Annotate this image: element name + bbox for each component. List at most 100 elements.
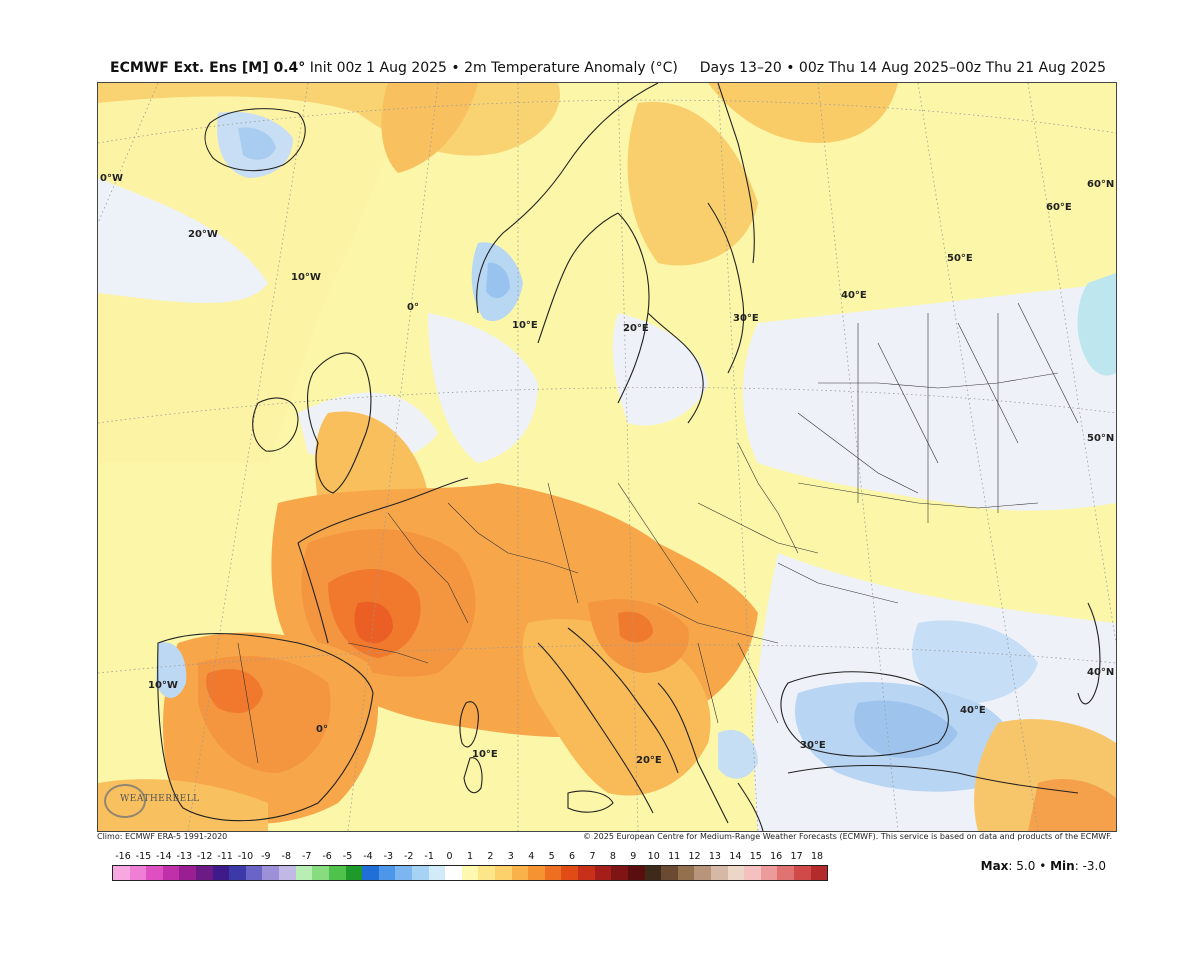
colorbar-swatch [511,866,529,880]
colorbar-swatch [810,866,828,880]
colorbar-swatch [129,866,147,880]
lon-label: 50°E [947,253,973,264]
colorbar-tick-label: 0 [446,851,453,862]
colorbar-swatch [428,866,446,880]
colorbar-tick-label: -15 [135,851,152,862]
title-left: ECMWF Ext. Ens [M] 0.4° Init 00z 1 Aug 2… [110,60,678,76]
lat-label: 60°N [1087,179,1115,190]
copyright-credit: © 2025 European Centre for Medium-Range … [583,832,1112,841]
max-value: : 5.0 [1008,859,1036,873]
colorbar-swatch [793,866,811,880]
colorbar-swatch [362,866,379,880]
colorbar-tick-label: -8 [281,851,292,862]
colorbar-swatch [710,866,728,880]
title-separator: • [451,60,460,76]
lon-label: 40°E [960,705,986,716]
field-name: 2m Temperature Anomaly (°C) [464,60,678,76]
colorbar-tick-label: -3 [383,851,394,862]
colorbar-swatch [262,866,280,880]
colorbar-swatch [627,866,645,880]
colorbar-swatch [445,866,462,880]
colorbar-tick-label: 3 [507,851,514,862]
colorbar-swatch [744,866,761,880]
colorbar-tick-label: 10 [647,851,660,862]
colorbar-swatch [113,866,130,880]
colorbar-swatch [196,866,213,880]
colorbar-swatch [578,866,595,880]
colorbar-swatch [245,866,263,880]
colorbar-swatch [345,866,363,880]
max-min-stats: Max: 5.0 • Min: -3.0 [981,859,1106,873]
colorbar-tick-label: -7 [301,851,312,862]
colorbar-swatch [179,866,197,880]
max-label: Max [980,859,1009,873]
colorbar-tick-label: -10 [237,851,254,862]
colorbar-swatch [561,866,579,880]
colorbar-swatch [495,866,512,880]
lon-label: 30°E [800,740,826,751]
colorbar-swatch [594,866,612,880]
colorbar-swatch [279,866,296,880]
colorbar-tick-label: -4 [363,851,373,862]
lon-label: 10°E [472,749,498,760]
colorbar-swatch [162,866,180,880]
valid-period: Days 13–20 • 00z Thu 14 Aug 2025–00z Thu… [699,60,1106,76]
lon-label: 20°E [623,323,649,334]
anomaly-field [98,83,1116,831]
colorbar-swatch [411,866,429,880]
colorbar-tick-label: 13 [708,851,721,862]
colorbar-swatch [644,866,662,880]
colorbar-tick-label: 4 [528,851,535,862]
colorbar-tick-label: 18 [810,851,824,862]
lon-label: 10°E [512,320,538,331]
colorbar-tick-label: 15 [749,851,762,862]
colorbar-tick-label: -13 [176,851,192,862]
colorbar-tick-label: 16 [770,851,783,862]
colorbar-tick-label: 5 [548,851,555,862]
init-time: Init 00z 1 Aug 2025 [309,60,447,76]
lon-label: 60°E [1046,202,1072,213]
lon-label: 20°E [636,755,662,766]
climo-credit: Climo: ECMWF ERA-5 1991-2020 [97,832,228,841]
colorbar-swatch [760,866,778,880]
colorbar-swatch [229,866,246,880]
colorbar-tick-label: 2 [487,851,494,862]
product-name: ECMWF Ext. Ens [M] 0.4° [110,60,306,76]
colorbar-swatch [312,866,329,880]
colorbar-swatch [328,866,346,880]
lon-label: 0°W [100,173,123,184]
colorbar-swatch [777,866,794,880]
colorbar-swatch [212,866,230,880]
colorbar-tick-label: 7 [589,851,596,862]
stats-separator: • [1039,859,1047,873]
colorbar-tick-label: -12 [196,851,213,862]
lon-label: 0° [407,302,419,313]
colorbar-swatch [295,866,313,880]
colorbar-tick-label: -2 [404,851,414,862]
colorbar-swatch [528,866,545,880]
colorbar-tick-label: 14 [729,851,742,862]
colorbar-swatch [544,866,562,880]
lon-label: 10°W [291,272,321,283]
colorbar-tick-label: -1 [424,851,434,862]
colorbar-tick-label: 12 [688,851,701,862]
colorbar-swatch [611,866,628,880]
lat-label: 40°N [1087,667,1115,678]
colorbar-swatch [478,866,496,880]
colorbar-swatch [461,866,479,880]
colorbar [112,865,828,881]
colorbar-swatch [395,866,412,880]
colorbar-swatch [694,866,711,880]
colorbar-swatch [378,866,396,880]
map-title: ECMWF Ext. Ens [M] 0.4° Init 00z 1 Aug 2… [110,60,1106,82]
colorbar-labels: -16 -15 -14 -13 -12 -11 -10 -9 -8 -7 -6 -5 -4 -3 -2 -1 0… [112,851,828,863]
colorbar-swatch [661,866,678,880]
colorbar-tick-label: 8 [609,851,616,862]
lon-label: 0° [316,724,328,735]
colorbar-tick-label: -14 [156,851,172,862]
lon-label: 40°E [841,290,867,301]
colorbar-tick-label: -5 [342,851,353,862]
colorbar-tick-label: 6 [569,851,576,862]
colorbar-tick-label: -16 [115,851,131,862]
anomaly-map: 0°W 20°W 10°W 0° 10°E 20°E 30°E 40°E 50°… [97,82,1117,832]
